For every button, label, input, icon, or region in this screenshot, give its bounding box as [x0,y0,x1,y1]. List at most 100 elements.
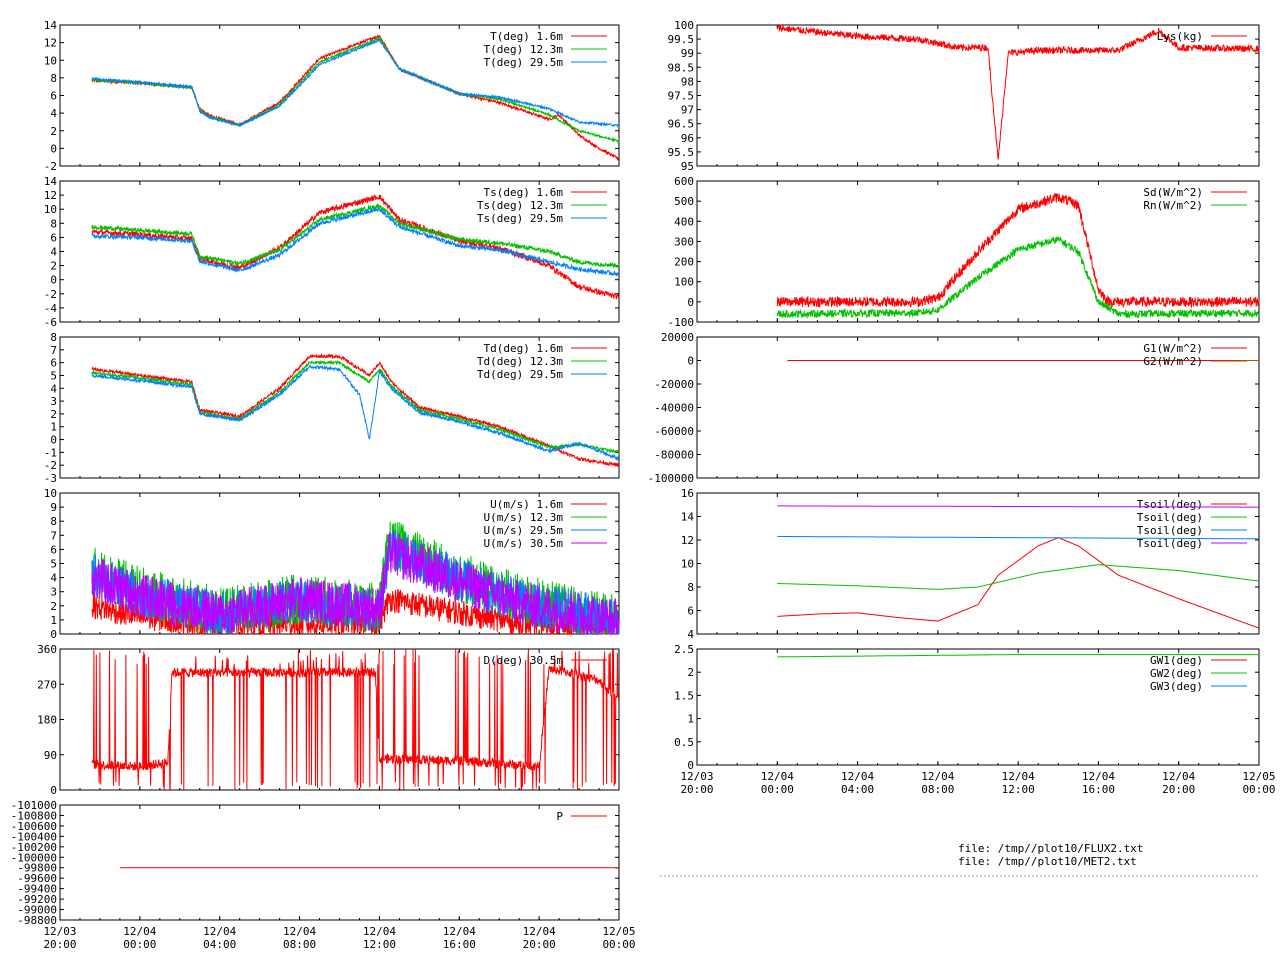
series-line-gw-1 [777,654,1259,658]
y-tick-label: 0 [687,759,694,772]
chart-g: 20000 0 -20000 -40000 -60000 -80000 -100000 G1(… [648,331,1260,485]
legend-label: GW3(deg) [1150,680,1203,693]
x-tick-label-right-date: 12/04 [1162,770,1195,783]
y-tick-label: -1 [44,446,57,459]
y-tick-label: 0 [50,628,57,641]
series-line-u-0 [91,589,620,636]
y-tick-label: -100200 [11,841,57,854]
y-tick-label: 1 [687,713,694,726]
chart-t: 14 12 10 8 6 4 2 0 -2 T(deg) 1.6mT(deg) 12.3mT(de… [44,19,620,173]
y-tick-label: -100 [668,316,695,329]
y-tick-label: 12 [44,189,57,202]
y-tick-label: 8 [687,581,694,594]
legend-label: Tsoil(deg) [1137,537,1203,550]
y-tick-label: -3 [44,472,57,485]
legend-label: GW1(deg) [1150,654,1203,667]
x-tick-label-right-time: 00:00 [1242,783,1275,796]
legend-label: Sd(W/m^2) [1143,186,1203,199]
y-tick-label: 2 [50,260,57,273]
chart-gw: 2.5 2 1.5 1 0.5 0 GW1(deg)GW2(deg)GW3(deg) [674,643,1260,772]
x-tick-label-right-date: 12/03 [680,770,713,783]
series-line-td-2 [91,364,620,462]
y-tick-label: 2.5 [674,643,694,656]
y-tick-label: -2 [44,288,57,301]
x-tick-label-right-time: 16:00 [1082,783,1115,796]
y-tick-label: -4 [44,302,58,315]
x-tick-label-left-time: 20:00 [43,938,76,951]
legend-label: Rn(W/m^2) [1143,199,1203,212]
y-tick-label: -80000 [654,449,694,462]
y-tick-label: 10 [44,203,57,216]
x-tick-label-right-time: 08:00 [921,783,954,796]
legend-label: GW2(deg) [1150,667,1203,680]
series-line-tsoil-2 [777,536,1259,540]
legend-label: Ts(deg) 12.3m [477,199,563,212]
y-tick-label: 6 [50,357,57,370]
y-tick-label: 6 [50,90,57,103]
x-tick-label-left-date: 12/04 [363,925,396,938]
x-tick-label-left-time: 16:00 [443,938,476,951]
series-line-ts-2 [91,207,620,277]
y-tick-label: 10 [681,558,694,571]
series-line-tsoil-1 [777,564,1259,590]
y-tick-label: 99.5 [668,33,695,46]
y-tick-label: 400 [674,215,694,228]
y-tick-label: 500 [674,195,694,208]
y-tick-label: 2 [687,666,694,679]
chart-rad: 600 500 400 300 200 100 0 -100 Sd(W/m^2)Rn(W/m^2… [668,175,1260,329]
legend-label: T(deg) 1.6m [490,30,563,43]
y-tick-label: 270 [37,678,57,691]
legend-label: U(m/s) 30.5m [484,537,564,550]
legend-label: Tsoil(deg) [1137,524,1203,537]
y-tick-label: 6 [50,543,57,556]
x-tick-label-left-date: 12/04 [123,925,156,938]
y-tick-label: 0 [50,142,57,155]
y-tick-label: 5 [50,369,57,382]
legend-label: Ts(deg) 1.6m [484,186,564,199]
y-tick-label: 0 [687,296,694,309]
legend-label: Ts(deg) 29.5m [477,212,563,225]
legend-label: U(m/s) 12.3m [484,511,564,524]
x-tick-label-right-time: 20:00 [1162,783,1195,796]
y-tick-label: 180 [37,714,57,727]
x-tick-label-right-time: 00:00 [761,783,794,796]
x-tick-label-left-time: 12:00 [363,938,396,951]
file-label-flux: file: /tmp//plot10/FLUX2.txt [958,842,1143,855]
y-tick-label: -99600 [17,872,57,885]
y-tick-label: 14 [44,175,58,188]
y-tick-label: 100 [674,19,694,32]
y-tick-label: 16 [681,487,694,500]
y-tick-label: -99000 [17,904,57,917]
series-line-ts-0 [91,194,620,300]
y-tick-label: 0 [50,434,57,447]
x-tick-label-right-date: 12/04 [841,770,874,783]
legend-label: Td(deg) 1.6m [484,342,564,355]
y-tick-label: 7 [50,344,57,357]
series-line-rad-1 [776,236,1260,320]
chart-d: 360 270 180 90 0 D(deg) 30.5m [37,643,620,797]
y-tick-label: 14 [44,19,58,32]
y-tick-label: 2 [50,408,57,421]
y-tick-label: 3 [50,586,57,599]
chart-frame [59,804,620,921]
y-tick-label: 0 [50,274,57,287]
y-tick-label: 100 [674,276,694,289]
legend-label: P [556,810,563,823]
y-tick-label: 1 [50,614,57,627]
y-tick-label: 4 [687,628,694,641]
legend-label: Td(deg) 12.3m [477,355,563,368]
y-tick-label: 3 [50,395,57,408]
x-tick-label-left-time: 00:00 [602,938,635,951]
x-tick-label-left-date: 12/04 [523,925,556,938]
y-tick-label: 6 [687,605,694,618]
legend-label: D(deg) 30.5m [484,654,564,667]
x-tick-label-right-date: 12/04 [1002,770,1035,783]
x-tick-label-left-date: 12/04 [283,925,316,938]
series-line-ts-1 [91,203,620,269]
y-tick-label: 9 [50,501,57,514]
y-tick-label: 600 [674,175,694,188]
y-tick-label: 12 [681,534,694,547]
series-line-rad-0 [776,192,1260,309]
